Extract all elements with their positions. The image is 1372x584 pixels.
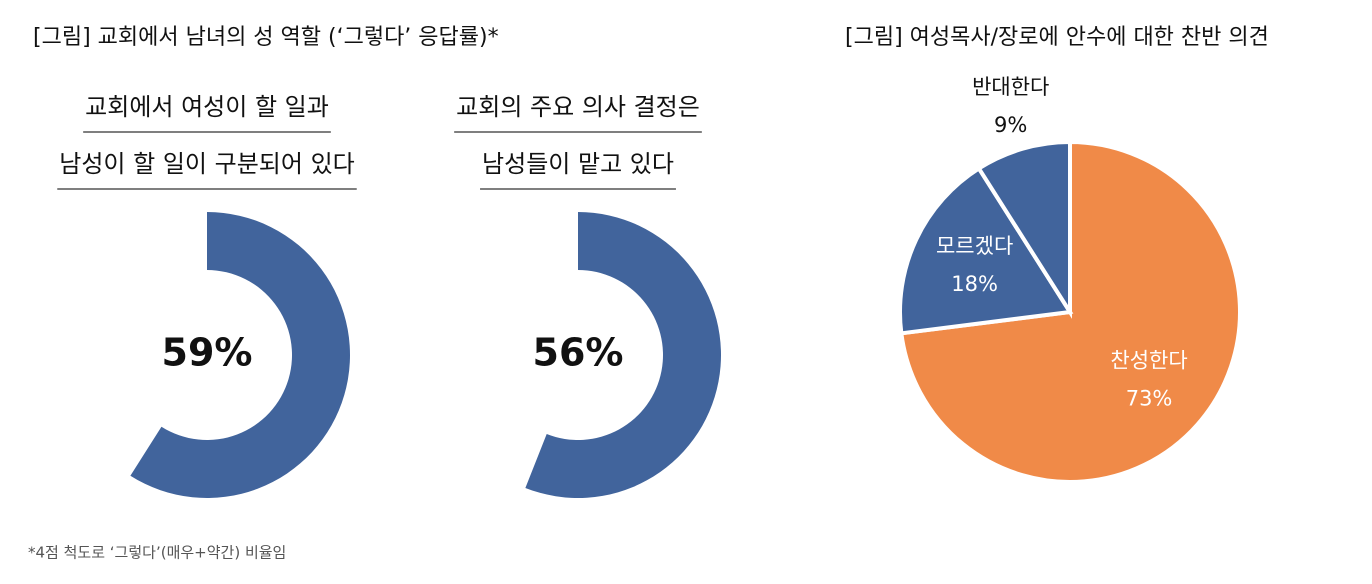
- slice-value: 73%: [1126, 387, 1173, 411]
- chart-title: [그림] 여성목사/장로에 안수에 대한 찬반 의견: [845, 25, 1269, 50]
- slice-label: 모르겠다: [936, 234, 1013, 258]
- group-title: [그림] 교회에서 남녀의 성 역할 (‘그렇다’ 응답률)*: [33, 25, 499, 50]
- chart-title: 남성이 할 일이 구분되어 있다: [59, 150, 354, 178]
- donut-arc: [525, 212, 721, 498]
- donut-arc: [130, 212, 351, 498]
- slice-value: 18%: [951, 272, 998, 296]
- value-label: 59%: [162, 331, 253, 375]
- pie-slice: [898, 165, 1074, 336]
- slice-label: 반대한다: [972, 75, 1049, 99]
- footnote: *4점 척도로 ‘그렇다’(매우+약간) 비율임: [28, 544, 286, 562]
- slice-label: 찬성한다: [1110, 349, 1187, 373]
- pie-slice: [976, 139, 1072, 319]
- chart-title: 남성들이 맡고 있다: [482, 150, 674, 178]
- value-label: 56%: [533, 331, 624, 375]
- chart-title: 교회에서 여성이 할 일과: [85, 93, 329, 121]
- slice-value: 9%: [994, 113, 1027, 137]
- chart-title: 교회의 주요 의사 결정은: [456, 93, 700, 121]
